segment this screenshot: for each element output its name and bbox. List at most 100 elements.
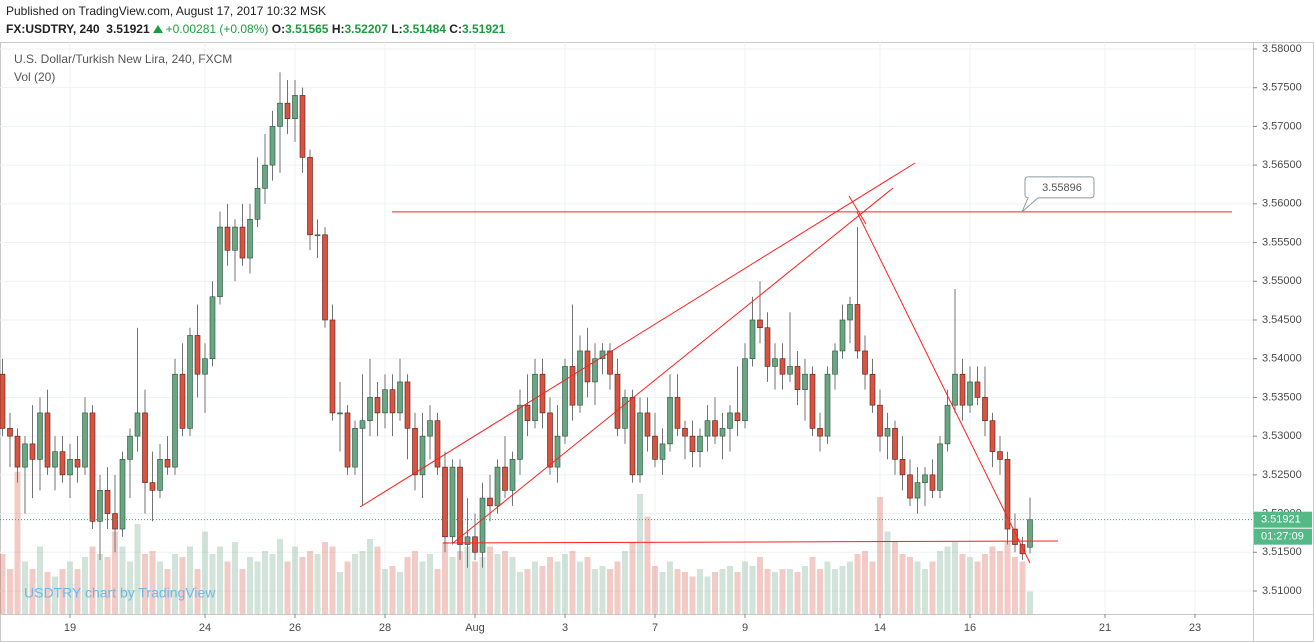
body — [247, 219, 253, 259]
volume-bar — [367, 539, 373, 614]
volume-bar — [749, 566, 756, 614]
volume-bar — [74, 569, 81, 614]
body — [89, 412, 96, 522]
drawings — [359, 162, 1059, 564]
body — [67, 459, 73, 476]
body — [607, 350, 613, 375]
body — [929, 474, 936, 491]
trend-line — [848, 195, 867, 225]
body — [449, 466, 456, 538]
volume-bar — [967, 557, 973, 614]
body — [97, 490, 103, 522]
body — [727, 412, 733, 429]
body — [914, 482, 921, 499]
volume-bar — [487, 546, 493, 614]
body — [764, 327, 771, 367]
volume-bar — [547, 557, 553, 614]
volume-bar — [29, 569, 36, 614]
body — [854, 304, 861, 352]
body — [959, 373, 966, 406]
body — [704, 420, 711, 437]
body — [434, 420, 441, 468]
volume-bar — [494, 554, 501, 614]
body — [367, 397, 373, 421]
y-tick-label: 3.58000 — [1262, 43, 1302, 55]
volume-bar — [479, 557, 486, 614]
volume-bar — [937, 551, 943, 614]
body — [892, 428, 898, 460]
volume-bar — [442, 542, 448, 614]
volume-bar — [764, 569, 771, 614]
body — [232, 226, 238, 251]
volume-bar — [209, 554, 216, 614]
quote-line: FX:USDTRY, 240 3.51921 +0.00281 (+0.08%) … — [6, 22, 505, 36]
body — [142, 412, 148, 483]
body — [397, 381, 403, 414]
ohlc-label: L: — [391, 22, 403, 36]
body — [292, 95, 298, 119]
volume-bar — [809, 557, 816, 614]
body — [524, 404, 531, 421]
volume-bar — [599, 566, 606, 614]
legend-symbol: U.S. Dollar/Turkish New Lira, 240, FXCM — [14, 52, 232, 66]
grid — [0, 42, 1253, 614]
volume-bar — [1004, 542, 1011, 614]
volume-bar — [1012, 557, 1018, 614]
volume-bar — [644, 516, 651, 614]
body — [419, 435, 426, 476]
volume-bar — [179, 557, 186, 614]
volume-bar — [862, 551, 868, 614]
volume-bar — [187, 546, 193, 614]
overlay: 3.55896 — [0, 176, 1253, 521]
volume-bar — [254, 561, 261, 614]
volume-bar — [269, 554, 276, 614]
ohlc-value: 3.51921 — [461, 22, 506, 36]
ohlc-value: 3.51565 — [285, 22, 329, 36]
body — [44, 412, 51, 468]
body — [374, 397, 381, 414]
volume-bar — [952, 542, 958, 614]
volume-bar — [44, 572, 51, 614]
trend-line — [856, 211, 1031, 564]
ohlc-value: 3.51484 — [402, 22, 446, 36]
body — [907, 474, 913, 499]
body — [982, 397, 988, 421]
volume-bar — [974, 561, 981, 614]
volume-bar — [787, 569, 793, 614]
volume-bar — [239, 569, 246, 614]
x-tick-label: 19 — [64, 622, 76, 634]
x-tick-label: 21 — [1099, 622, 1111, 634]
volume-bar — [524, 569, 531, 614]
body — [697, 435, 703, 452]
body — [14, 435, 21, 468]
body — [299, 95, 306, 158]
volume-bar — [202, 531, 208, 614]
body — [172, 373, 178, 468]
body — [494, 466, 501, 507]
price-callout — [1021, 176, 1095, 213]
body — [112, 513, 118, 530]
volume-bar — [457, 551, 463, 614]
last-price-box — [1254, 511, 1312, 528]
volume-bar — [689, 576, 696, 614]
volume-bar — [569, 551, 576, 614]
volume-bar — [757, 557, 763, 614]
body — [592, 358, 598, 383]
volume-bar — [14, 471, 21, 614]
ohlc-value: 3.52207 — [344, 22, 388, 36]
y-tick-label: 3.55000 — [1262, 275, 1302, 287]
volume-bar — [329, 546, 336, 614]
volume-bar — [517, 572, 523, 614]
volume-bar — [584, 557, 591, 614]
y-tick-label: 3.51000 — [1262, 585, 1302, 597]
trend-line — [452, 187, 894, 544]
last-price: 3.51921 — [106, 22, 150, 36]
body — [937, 443, 943, 491]
symbol: FX:USDTRY, 240 — [6, 22, 100, 36]
countdown: 01:27:09 — [1261, 531, 1304, 543]
body — [644, 412, 651, 437]
y-tick-label: 3.57000 — [1262, 120, 1302, 132]
volume-bar — [172, 554, 178, 614]
volume-bar — [734, 572, 741, 614]
